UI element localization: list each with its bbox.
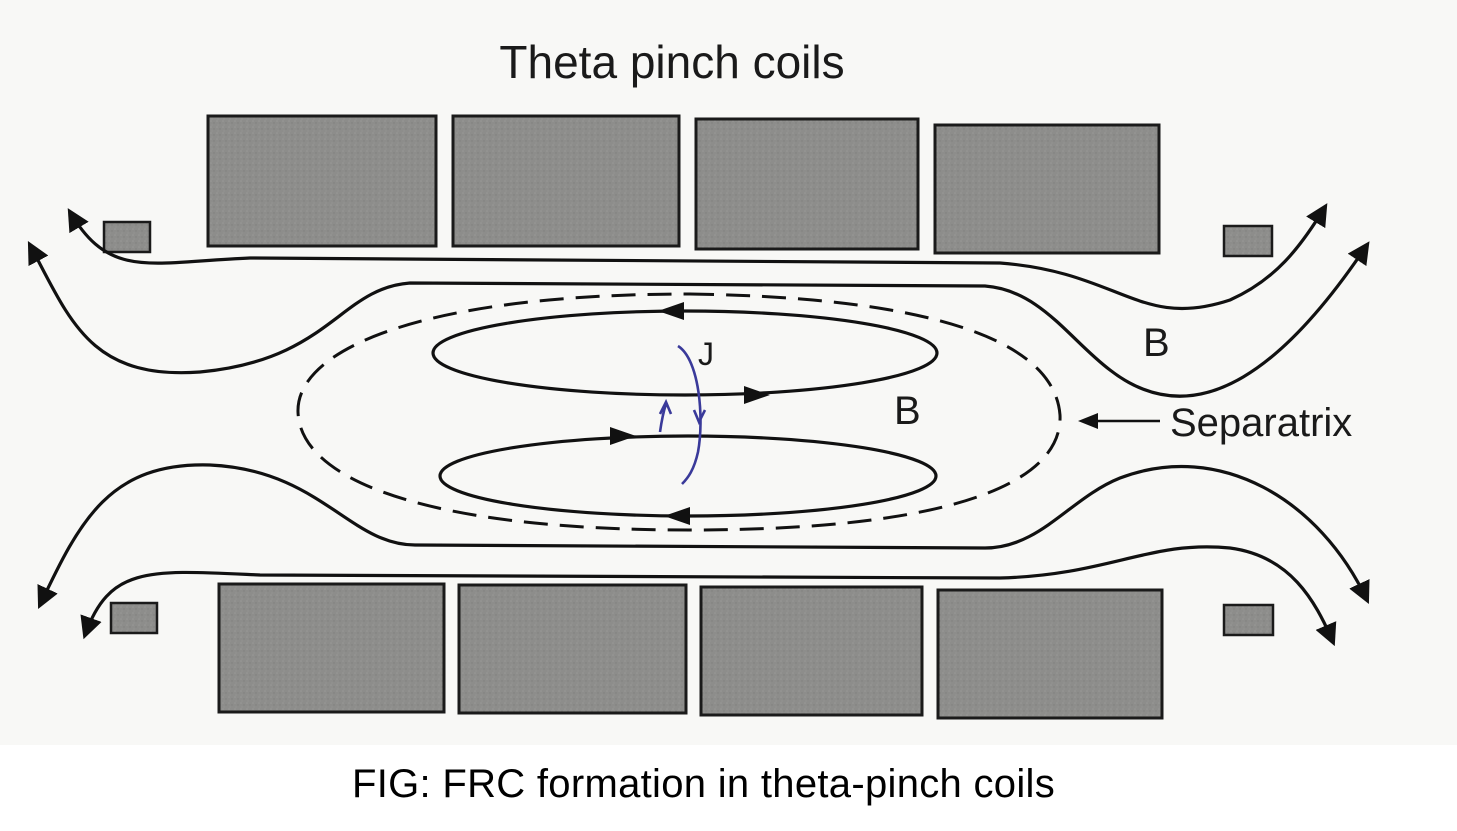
bottom-coil-3 (701, 587, 922, 715)
bottom-coil-2 (459, 585, 686, 713)
end-coil-top-right (1224, 226, 1272, 256)
top-coil-3 (696, 119, 918, 249)
diagram-title: Theta pinch coils (499, 36, 844, 88)
figure-caption: FIG: FRC formation in theta-pinch coils (0, 762, 1407, 807)
bottom-coil-1 (219, 584, 444, 712)
end-coil-bottom-left (111, 603, 157, 633)
bottom-coil-4 (938, 590, 1162, 718)
inner-field-label: B (894, 389, 921, 433)
top-coil-2 (453, 116, 679, 246)
top-coil-4 (935, 125, 1159, 253)
top-coil-1 (208, 116, 436, 246)
end-coil-bottom-right (1224, 605, 1273, 635)
separatrix-label: Separatrix (1170, 401, 1352, 445)
outer-field-label: B (1143, 321, 1170, 365)
end-coil-top-left (104, 222, 150, 252)
current-label: J (698, 336, 714, 372)
